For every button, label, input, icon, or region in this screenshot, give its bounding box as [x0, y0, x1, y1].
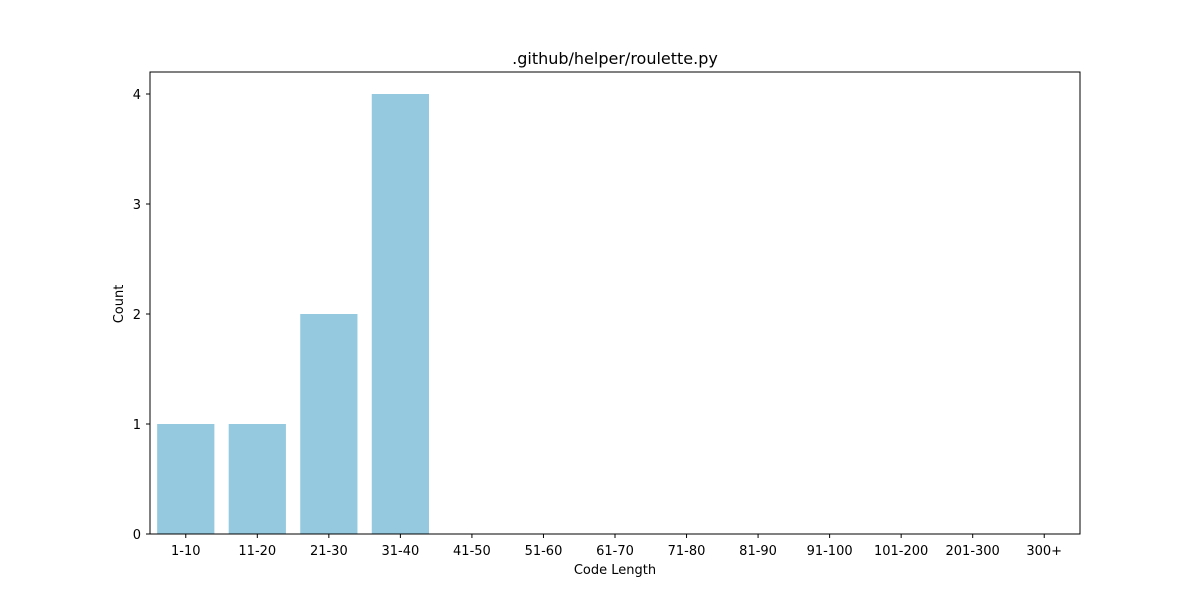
y-tick-label: 1 — [133, 418, 141, 433]
x-axis-label: Code Length — [574, 563, 656, 578]
bar-11-20 — [228, 424, 286, 534]
x-tick-label: 51-60 — [525, 544, 563, 559]
x-ticks: 1-10 11-20 21-30 31-40 41-50 51-60 61-70 71-80 8… — [171, 534, 1062, 559]
x-tick-label: 81-90 — [739, 544, 777, 559]
y-tick-label: 4 — [133, 88, 141, 103]
x-tick-label: 300+ — [1026, 544, 1062, 559]
chart-title: .github/helper/roulette.py — [512, 49, 718, 68]
x-tick-label: 31-40 — [381, 544, 419, 559]
x-tick-label: 11-20 — [238, 544, 276, 559]
bar-1-10 — [157, 424, 215, 534]
x-tick-label: 71-80 — [668, 544, 706, 559]
bars-layer — [157, 94, 429, 534]
bar-31-40 — [371, 94, 429, 534]
x-tick-label: 201-300 — [946, 544, 1000, 559]
plot-frame — [149, 71, 1081, 535]
y-axis-label: Count — [112, 285, 127, 324]
x-tick-label: 61-70 — [596, 544, 634, 559]
y-tick-label: 3 — [133, 198, 141, 213]
y-ticks: 0 1 2 3 4 — [133, 88, 150, 543]
x-tick-label: 21-30 — [310, 544, 348, 559]
y-tick-label: 2 — [133, 308, 141, 323]
x-tick-label: 91-100 — [807, 544, 853, 559]
x-tick-label: 41-50 — [453, 544, 491, 559]
x-tick-label: 1-10 — [171, 544, 201, 559]
y-tick-label: 0 — [133, 528, 141, 543]
bar-21-30 — [300, 314, 358, 534]
x-tick-label: 101-200 — [874, 544, 928, 559]
